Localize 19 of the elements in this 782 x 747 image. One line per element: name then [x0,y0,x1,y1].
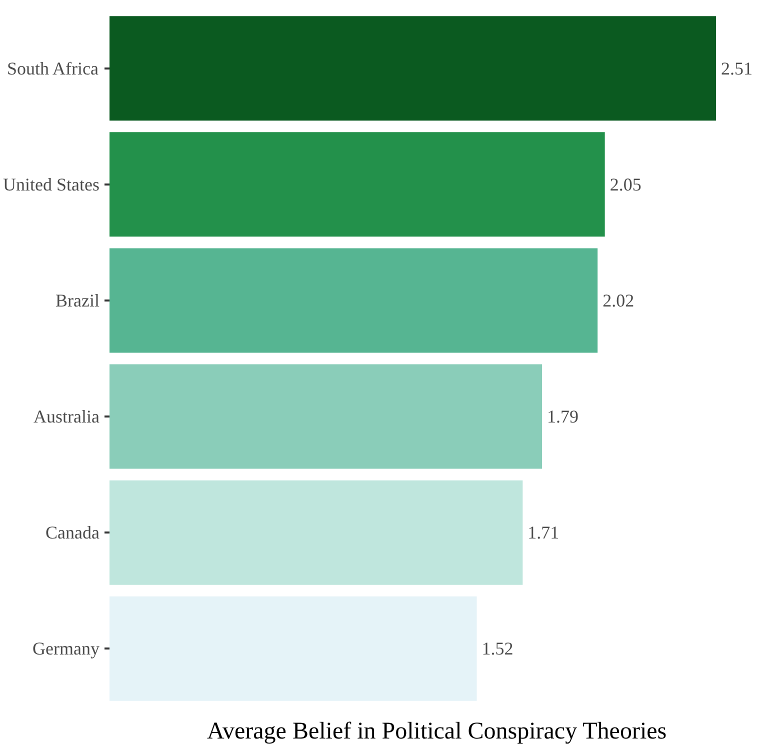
data-label: 2.05 [610,174,642,194]
bar [110,364,542,469]
data-label: 2.51 [720,58,752,78]
data-label: 1.71 [528,522,560,543]
bar [110,16,716,121]
y-tick-label: United States [3,174,100,194]
y-tick-label: Brazil [56,290,100,310]
y-tick-label: South Africa [7,58,99,78]
bar [110,596,477,701]
y-tick-label: Germany [32,638,100,659]
bar [110,132,605,237]
data-label: 1.79 [547,406,579,427]
bar [110,480,523,585]
x-axis-title: Average Belief in Political Conspiracy Theories [206,718,667,744]
y-tick-label: Australia [34,406,100,427]
data-label: 1.52 [482,638,514,659]
bar [110,248,598,353]
data-label: 2.02 [602,290,634,310]
y-tick-label: Canada [46,522,100,543]
